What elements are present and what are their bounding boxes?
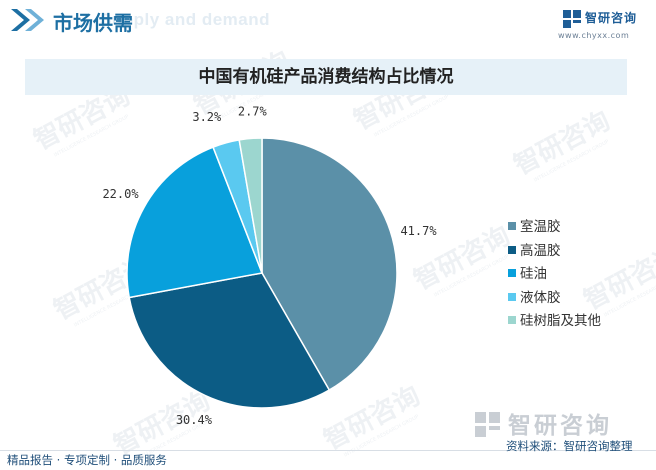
legend-swatch	[508, 316, 516, 324]
pie-slice-5	[238, 137, 263, 274]
chart-title: 中国有机硅产品消费结构占比情况	[198, 67, 454, 87]
brand-logo-icon	[563, 10, 581, 28]
footer-divider	[0, 450, 656, 451]
pie-data-label-1: 41.7%	[400, 224, 437, 238]
double-chevron-icon	[11, 9, 44, 31]
brand-name: 智研咨询	[585, 11, 638, 25]
pie-data-label-2: 30.4%	[176, 413, 213, 427]
section-title: 市场供需	[53, 11, 133, 35]
legend-swatch	[508, 269, 516, 277]
pie-data-label-5: 2.7%	[238, 105, 268, 119]
pie-data-label-4: 3.2%	[192, 110, 222, 124]
footer-logo-icon	[475, 412, 500, 437]
legend-swatch	[508, 292, 516, 301]
header-background-text: Supply and demand	[100, 10, 271, 29]
source-note: 资料来源：智研咨询整理	[506, 439, 633, 453]
legend-swatch	[508, 245, 516, 254]
pie-slice-3	[126, 146, 264, 299]
legend-label: 室温胶	[520, 219, 561, 235]
chart-title-bar: 中国有机硅产品消费结构占比情况	[25, 59, 627, 95]
pie-data-label-3: 22.0%	[102, 187, 139, 201]
brand-url: www.chyxx.com	[558, 31, 630, 40]
pie-slice-1	[261, 137, 398, 392]
pie-slice-2	[128, 272, 331, 409]
footer-brand-name: 智研咨询	[508, 413, 612, 439]
legend-swatch	[508, 222, 516, 230]
legend-label: 液体胶	[520, 289, 561, 306]
section-header: Supply and demand 市场供需 智研咨询 www.chyxx.co…	[0, 0, 656, 46]
legend-label: 高温胶	[520, 242, 561, 259]
footer-tagline: 精品报告 · 专项定制 · 品质服务	[7, 453, 167, 467]
legend-label: 硅树脂及其他	[520, 313, 601, 329]
legend-label: 硅油	[520, 266, 547, 282]
